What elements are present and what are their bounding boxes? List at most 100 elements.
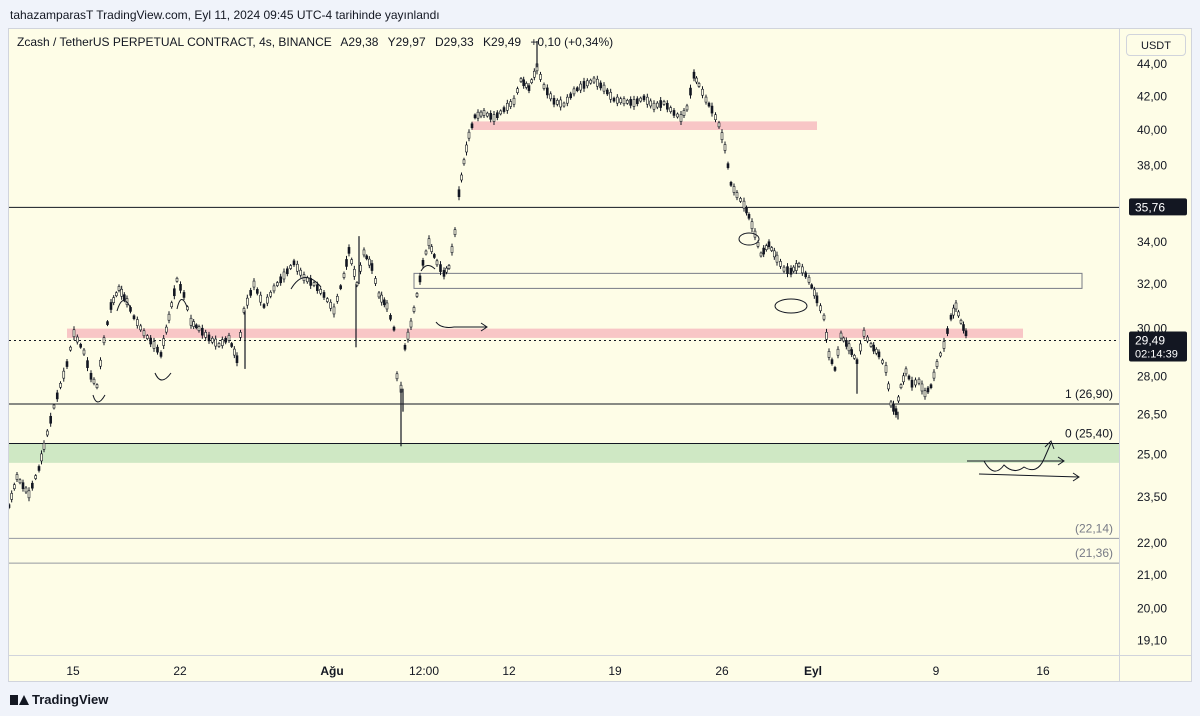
candle-body (762, 247, 765, 255)
candle-body (747, 213, 751, 219)
candle-body (807, 276, 811, 283)
arrow-head (1057, 456, 1065, 466)
candle-body (767, 241, 771, 248)
candle-body (89, 372, 93, 380)
candle-body (269, 291, 272, 297)
candle-body (424, 250, 428, 255)
candle-body (332, 306, 336, 315)
candle-body (530, 79, 533, 83)
fib-label: 0 (25,40) (1065, 427, 1113, 441)
candle-body (59, 382, 62, 388)
candle-body (742, 200, 746, 209)
candle-body (866, 336, 869, 342)
candle-body (795, 263, 798, 271)
candle-body (894, 408, 898, 415)
candle-body (479, 111, 483, 117)
candle-body (482, 110, 486, 116)
ohlc-low: D29,33 (434, 35, 474, 49)
candle-body (889, 401, 893, 407)
candle-body (412, 307, 416, 312)
price-chart[interactable]: 1 (26,90) 0 (25,40) (22,14) (21,36) 44,00 42,… (9, 29, 1192, 682)
candle-body (877, 351, 881, 358)
candle-body (10, 493, 13, 500)
candle-body (579, 83, 582, 91)
candle-body (629, 99, 632, 106)
currency-button[interactable]: USDT (1126, 34, 1186, 56)
candle-body (165, 326, 168, 333)
candle-body (672, 110, 676, 116)
y-tick-label: 26,50 (1137, 407, 1167, 421)
candle-body (552, 97, 556, 105)
candle-body (519, 78, 523, 82)
candle-body (109, 302, 113, 310)
candle-body (576, 87, 579, 92)
zone-pink-top (472, 121, 817, 130)
candle-body (964, 330, 968, 337)
symbol-name[interactable]: Zcash / TetherUS PERPETUAL CONTRACT, 4s,… (17, 35, 332, 49)
candle-body (689, 87, 692, 96)
candle-body (926, 387, 930, 393)
candle-body (897, 396, 900, 402)
candle-body (704, 96, 708, 103)
candle-body (395, 373, 399, 380)
candle-body (34, 475, 37, 479)
candle-body (439, 264, 442, 272)
candle-body (714, 114, 717, 121)
tradingview-logo[interactable]: TradingView (10, 692, 108, 707)
candle-body (76, 336, 79, 343)
candle-body (612, 97, 616, 102)
candle-body (21, 482, 25, 489)
candle-body (189, 317, 193, 326)
candle-body (326, 298, 329, 302)
candle-body (619, 98, 622, 104)
candle-body (377, 292, 381, 298)
candle-body (99, 359, 102, 367)
candle-body (211, 337, 214, 343)
candle-body (362, 249, 366, 256)
price-badge-text: 29,49 (1135, 333, 1165, 347)
candle-body (235, 355, 239, 364)
candle-body (839, 332, 843, 339)
candle-body (69, 346, 72, 351)
candle-body (353, 269, 356, 277)
ohlc-close: K29,49 (483, 35, 522, 49)
candle-body (589, 79, 592, 84)
candle-body (822, 314, 826, 320)
candle-body (374, 278, 377, 284)
candle-body (586, 80, 589, 87)
candle-body (72, 329, 76, 338)
candle-body (609, 91, 612, 100)
candle-body (217, 343, 221, 347)
candle-body (239, 332, 242, 338)
candle-body (797, 263, 801, 267)
arrow-annotation (978, 473, 1080, 478)
candle-body (55, 392, 59, 400)
candle-body (430, 246, 433, 252)
candle-body (272, 285, 276, 292)
candle-body (884, 365, 888, 373)
candle-body (506, 103, 509, 111)
candle-body (279, 276, 282, 284)
candle-body (9, 504, 11, 508)
candle-body (492, 114, 496, 122)
candle-body (296, 263, 299, 272)
candle-body (512, 97, 516, 105)
candle-body (939, 352, 942, 357)
price-badge-text: 35,76 (1135, 200, 1165, 214)
y-tick-label: 32,00 (1137, 277, 1167, 291)
candle-body (914, 379, 917, 386)
arrow-annotation (435, 321, 487, 328)
candle-body (569, 93, 572, 99)
candle-body (201, 327, 204, 336)
candle-body (954, 302, 958, 310)
candle-body (592, 77, 596, 83)
candle-body (872, 344, 875, 352)
candle-body (450, 246, 454, 253)
candle-body (850, 349, 853, 355)
candle-body (959, 319, 963, 324)
chart-frame[interactable]: 1 (26,90) 0 (25,40) (22,14) (21,36) 44,00 42,… (8, 28, 1192, 682)
candle-body (230, 343, 233, 347)
candle-body (392, 326, 396, 331)
drawing-annotations (92, 232, 1080, 482)
candle-body (639, 97, 642, 102)
